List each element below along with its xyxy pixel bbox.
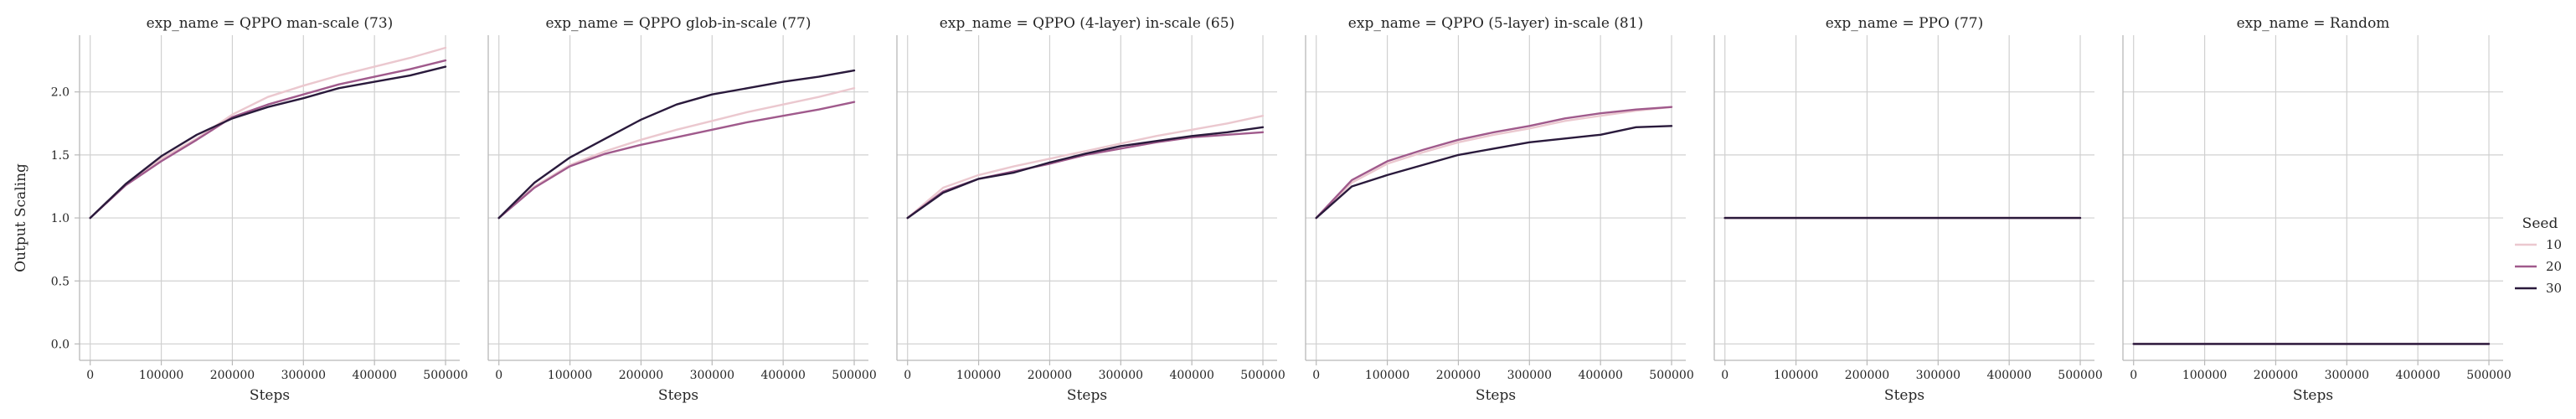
x-tick-label: 400000 [760,369,805,382]
facet-panel: 0 100000 200000 300000 400000 500000 0.0 0.5 1.0… [51,15,468,404]
x-tick-label: 200000 [210,369,255,382]
x-tick-label: 200000 [1845,369,1889,382]
facet-panel: 0 100000 200000 300000 400000 500000 exp_name … [896,15,1285,404]
facet-title: exp_name = QPPO (5-layer) in-scale (81) [1348,15,1643,32]
x-tick-label: 0 [904,369,911,382]
facet-title: exp_name = PPO (77) [1826,15,1983,32]
x-tick-label: 500000 [2058,369,2102,382]
series-line-seed-30 [906,126,1265,220]
series-line-seed-10 [1315,106,1673,220]
series-line-seed-20 [906,131,1265,220]
x-tick-label: 500000 [2466,369,2511,382]
x-axis-label: Steps [1476,387,1516,404]
facet-panel: 0 100000 200000 300000 400000 500000 exp_name … [1305,15,1694,404]
facet-panel: 0 100000 200000 300000 400000 500000 exp_name … [487,15,877,404]
x-tick-label: 100000 [139,369,183,382]
series-line-seed-10 [497,86,856,220]
x-tick-label: 400000 [1986,369,2031,382]
series-line-seed-30 [497,69,856,220]
x-tick-label: 100000 [1365,369,1409,382]
x-tick-label: 300000 [281,369,326,382]
x-tick-label: 200000 [1028,369,1072,382]
facet-title: exp_name = QPPO (4-layer) in-scale (65) [940,15,1234,32]
series-line-seed-20 [497,101,856,220]
x-tick-label: 400000 [2395,369,2439,382]
x-tick-label: 0 [1721,369,1728,382]
x-tick-label: 200000 [619,369,663,382]
x-tick-label: 400000 [352,369,396,382]
x-tick-label: 300000 [690,369,734,382]
legend-label-seed-10: 10 [2546,237,2562,252]
x-tick-label: 300000 [1099,369,1143,382]
x-tick-label: 100000 [2182,369,2227,382]
x-tick-label: 400000 [1578,369,1622,382]
y-tick-label: 0.5 [51,275,70,288]
legend-title: Seed [2522,215,2558,232]
x-tick-label: 100000 [1774,369,1818,382]
y-tick-label: 1.5 [51,149,70,163]
x-tick-label: 500000 [1240,369,1285,382]
x-tick-label: 300000 [1507,369,1552,382]
x-tick-label: 0 [86,369,94,382]
x-tick-label: 0 [495,369,502,382]
x-axis-label: Steps [1067,387,1107,404]
series-line-seed-10 [906,114,1265,220]
series-line-seed-30 [89,65,447,220]
x-tick-label: 100000 [956,369,1001,382]
x-tick-label: 100000 [548,369,592,382]
facet-title: exp_name = Random [2237,15,2390,32]
x-tick-label: 300000 [2325,369,2369,382]
series-line-seed-20 [1315,106,1673,220]
x-tick-label: 0 [2130,369,2137,382]
x-tick-label: 400000 [1169,369,1213,382]
x-axis-label: Steps [658,387,698,404]
x-tick-label: 200000 [2254,369,2298,382]
facet-panel: 0 100000 200000 300000 400000 500000 exp_name … [1713,15,2103,404]
x-axis-label: Steps [1884,387,1924,404]
series-line-seed-30 [1315,125,1673,220]
x-axis-label: Steps [2293,387,2333,404]
legend-label-seed-20: 20 [2546,259,2562,274]
y-axis-label: Output Scaling [13,163,29,272]
facet-panel: 0 100000 200000 300000 400000 500000 exp_name … [2122,15,2512,404]
x-tick-label: 200000 [1436,369,1481,382]
x-tick-label: 300000 [1916,369,1960,382]
y-tick-label: 1.0 [51,212,70,225]
series-line-seed-10 [89,46,447,220]
x-tick-label: 500000 [423,369,467,382]
y-tick-label: 0.0 [51,338,70,351]
x-axis-label: Steps [250,387,290,404]
y-tick-label: 2.0 [51,86,70,100]
legend: Seed 10 20 30 [2515,215,2562,296]
x-tick-label: 500000 [832,369,876,382]
facet-title: exp_name = QPPO man-scale (73) [147,15,394,32]
legend-label-seed-30: 30 [2546,281,2562,296]
x-tick-label: 0 [1312,369,1320,382]
x-tick-label: 500000 [1649,369,1693,382]
facet-title: exp_name = QPPO glob-in-scale (77) [546,15,811,32]
series-line-seed-20 [89,59,447,220]
